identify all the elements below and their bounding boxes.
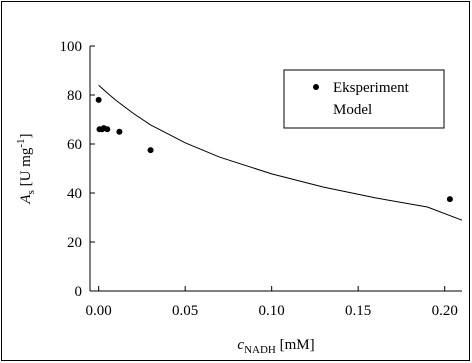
experiment-point [95,96,102,103]
x-axis-label: cNADH [mM] [237,337,314,356]
y-tick-label: 20 [67,235,82,251]
axes: 0 20 40 60 80 100 0.00 0.05 0.10 0.15 0.20 [60,39,462,319]
y-tick-label: 0 [75,284,83,300]
legend-label-experiment: Eksperiment [333,80,410,96]
x-tick-label: 0.20 [432,303,458,319]
x-tick-label: 0.00 [86,303,112,319]
y-tick-label: 60 [67,137,82,153]
legend-marker-experiment [313,84,319,90]
y-tick-label: 100 [60,39,83,55]
experiment-point [147,147,154,154]
y-tick-label: 80 [67,88,82,104]
experiment-point [446,196,453,203]
experiment-point [116,128,123,135]
x-tick-label: 0.10 [259,303,285,319]
y-axis-label: As [U mg-1] [15,133,37,204]
model-series-line [98,84,463,221]
legend-box [283,69,445,129]
legend: Eksperiment Model [283,69,445,129]
x-tick-label: 0.15 [345,303,371,319]
experiment-point [104,126,111,133]
y-tick-label: 40 [67,186,82,202]
x-tick-label: 0.05 [172,303,198,319]
legend-label-model: Model [333,102,372,118]
plot-area [95,84,463,221]
